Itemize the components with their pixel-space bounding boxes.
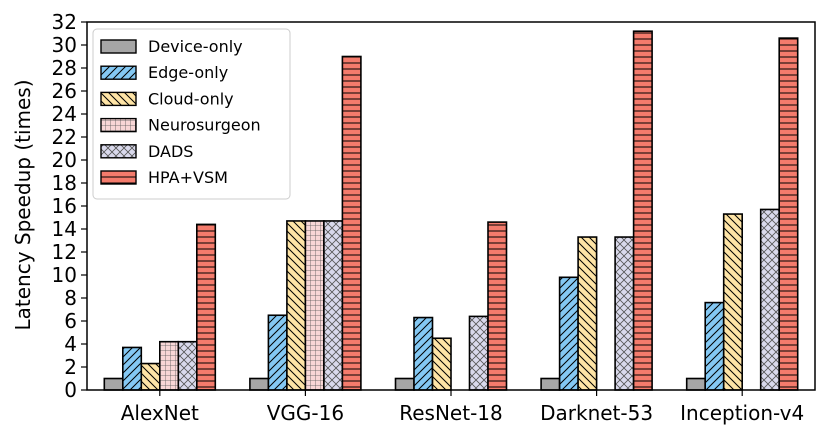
x-tick-label: AlexNet: [121, 401, 199, 425]
bar-hpa-vsm-resnet-18: [487, 221, 508, 391]
bar-device-only-alexnet-fill: [104, 378, 123, 390]
plot-frame: [86, 21, 816, 391]
legend: Device-only Edge-only Cloud-only Neurosurge…: [92, 28, 291, 200]
x-tick-label: ResNet-18: [399, 401, 503, 425]
y-tick-label: 6: [64, 309, 77, 333]
bar-cloud-only-inception-v4: [722, 213, 744, 391]
y-tick-label: 16: [52, 194, 77, 218]
bar-dads-resnet-18: [468, 315, 489, 391]
x-axis-ticks: AlexNet VGG-16 ResNet-18 Darknet-53 Inceptio…: [121, 390, 804, 425]
legend-swatch: [100, 144, 137, 159]
y-tick-label: 0: [64, 378, 77, 402]
legend-swatch: [100, 91, 137, 107]
legend-swatch: [100, 117, 137, 133]
bar-cloud-only-vgg-16: [286, 220, 307, 391]
bar-edge-only-resnet-18: [413, 316, 434, 391]
y-tick-label: 4: [64, 332, 77, 356]
legend-swatch-fill: [101, 40, 136, 53]
y-tick-label: 24: [52, 102, 77, 126]
y-tick-label: 32: [52, 10, 77, 34]
y-tick-label: 30: [52, 33, 77, 57]
bar-hpa-vsm-vgg-16: [341, 55, 362, 391]
y-tick-label: 28: [52, 56, 77, 80]
bar-device-only-inception-v4-fill: [686, 378, 706, 390]
bars: [103, 30, 799, 391]
legend-label: Cloud-only: [148, 89, 234, 108]
bar-dads-alexnet: [177, 340, 198, 391]
bar-hpa-vsm-inception-v4: [778, 37, 799, 391]
y-tick-label: 18: [52, 171, 77, 195]
x-tick-label: VGG-16: [267, 401, 344, 425]
bar-cloud-only-darknet-53: [577, 236, 598, 391]
bar-hpa-vsm-darknet-53: [632, 30, 653, 391]
bar-edge-only-darknet-53: [558, 276, 579, 391]
bar-device-only-vgg-16-fill: [249, 378, 269, 390]
bar-hpa-vsm-alexnet: [196, 223, 217, 391]
legend-label: HPA+VSM: [148, 168, 228, 187]
bar-cloud-only-resnet-18: [431, 337, 452, 391]
legend-label: Device-only: [148, 37, 243, 56]
bar-dads-darknet-53: [614, 236, 635, 391]
legend-label: Edge-only: [148, 63, 228, 82]
legend-box: [92, 28, 291, 200]
bar-cloud-only-alexnet: [140, 362, 161, 391]
legend-label: Neurosurgeon: [148, 116, 261, 135]
legend-swatch: [100, 39, 137, 54]
y-axis-title: Latency Speedup (times): [11, 79, 35, 330]
bar-neurosurgeon-vgg-16: [304, 220, 325, 391]
y-tick-label: 10: [52, 263, 77, 287]
bar-edge-only-vgg-16: [267, 314, 288, 391]
legend-label: DADS: [148, 142, 193, 161]
bar-device-only-darknet-53-fill: [541, 378, 560, 390]
bar-dads-vgg-16: [323, 220, 344, 391]
y-tick-label: 22: [52, 125, 77, 149]
x-tick-label: Inception-v4: [680, 401, 804, 425]
bar-edge-only-inception-v4: [704, 301, 725, 391]
y-tick-label: 8: [64, 286, 77, 310]
x-tick-label: Darknet-53: [540, 401, 653, 425]
legend-swatch: [100, 65, 137, 80]
bar-device-only-resnet-18-fill: [395, 378, 414, 390]
bar-neurosurgeon-alexnet: [159, 340, 180, 391]
bar-dads-inception-v4: [759, 208, 781, 391]
y-axis-label: Latency Speedup (times): [11, 79, 35, 330]
y-tick-label: 26: [52, 79, 77, 103]
bar-edge-only-alexnet: [122, 346, 143, 391]
y-tick-label: 2: [64, 355, 77, 379]
y-tick-label: 12: [52, 240, 77, 264]
legend-swatch: [100, 170, 137, 185]
y-tick-label: 14: [52, 217, 77, 241]
y-tick-label: 20: [52, 148, 77, 172]
